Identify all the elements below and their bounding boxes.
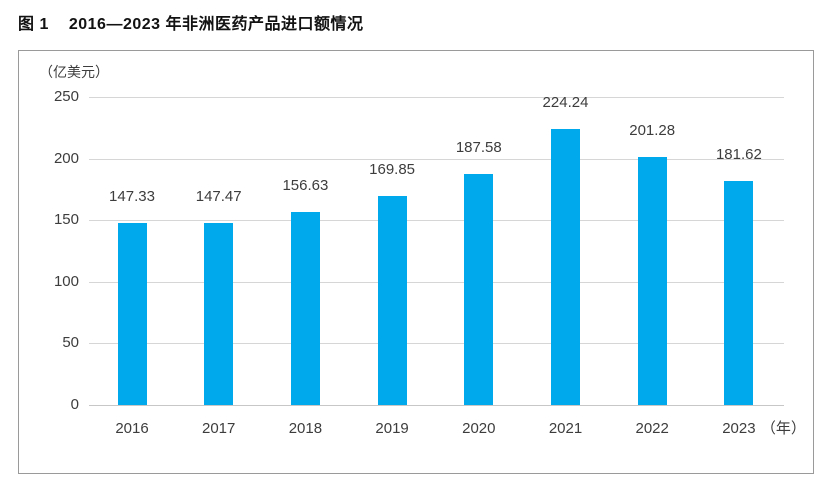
x-axis-label-2021: 2021 [548,420,583,437]
y-tick-label-0: 0 [70,396,79,413]
bar-value-label-2023: 181.62 [715,146,762,164]
bar-value-label-2017: 147.47 [195,188,242,206]
gridline-0 [89,405,784,406]
bar-value-label-2019: 169.85 [369,160,416,178]
x-axis-label-2023: 2023 [722,420,756,437]
bar-2020 [464,173,494,405]
x-axis-label-2020: 2020 [462,420,496,437]
bar-2021 [551,128,580,405]
bar-2016 [117,223,147,405]
bar-2019 [377,195,407,405]
bar-value-label-2020: 187.58 [455,138,502,156]
gridline-50 [89,343,784,345]
gridline-200 [89,158,784,160]
x-axis-label-2016: 2016 [115,420,149,437]
figure-title-text: 2016—2023 年非洲医药产品进口额情况 [68,16,364,33]
y-tick-label-100: 100 [53,272,79,290]
gridline-150 [89,220,784,222]
gridline-250 [89,97,784,98]
bar-2023 [724,181,754,405]
y-tick-label-200: 200 [53,149,79,167]
x-axis-label-2019: 2019 [375,420,409,437]
y-tick-label-150: 150 [53,211,79,229]
bar-value-label-2021: 224.24 [542,93,589,111]
figure-number: 图 1 [18,16,49,33]
figure-title: 图 1 2016—2023 年非洲医药产品进口额情况 [18,10,364,34]
y-tick-label-50: 50 [62,334,79,352]
bar-value-label-2016: 147.33 [109,188,155,206]
chart-frame: （亿美元） 0 50 100 150 200 250 147.33 2016 147.47 201… [18,50,814,474]
bar-2017 [204,223,234,405]
bar-value-label-2022: 201.28 [629,122,676,140]
y-tick-label-250: 250 [53,88,79,105]
gridline-100 [89,281,784,283]
x-axis-unit-label: （年） [760,420,806,437]
y-axis-unit-label: （亿美元） [39,64,109,80]
bar-2022 [637,157,667,405]
x-axis-label-2018: 2018 [288,420,323,437]
x-axis-label-2017: 2017 [202,420,236,437]
bar-value-label-2018: 156.63 [282,177,329,195]
x-axis-label-2022: 2022 [635,420,669,437]
bar-2018 [290,212,320,405]
